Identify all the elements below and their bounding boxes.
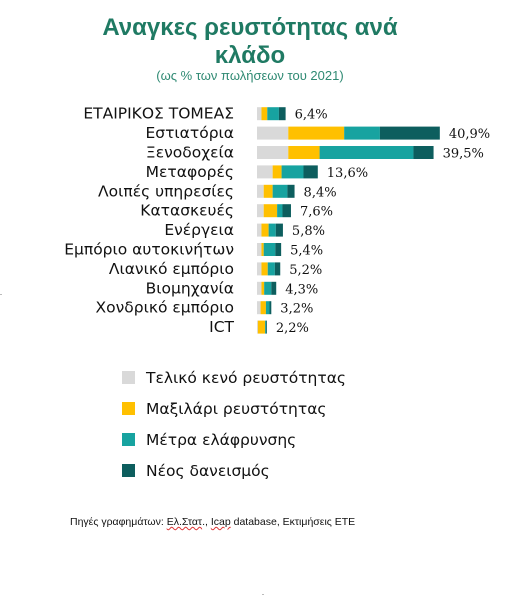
legend-swatch [122,402,135,415]
category-label: ΕΤΑΙΡΙΚΟΣ ΤΟΜΕΑΣ [83,105,234,123]
bar-segment-relief [268,223,276,237]
bar-segment-relief [281,165,304,179]
category-label: Λοιπές υπηρεσίες [98,182,234,200]
category-label: Χονδρικό εμπόριο [96,299,235,317]
bar-segment-gap [257,204,264,218]
source-note: Πηγές γραφημάτων: Ελ.Στατ., Icap databas… [70,516,355,528]
edge-mark-left [0,294,2,295]
bar-segment-newloans [275,223,283,237]
category-label: Λιανικό εμπόριο [109,260,234,278]
total-value-label: 13,6% [327,166,368,181]
bar-segment-newloans [275,243,282,256]
bar-segment-gap [257,184,264,198]
bar-segment-gap [257,165,273,179]
legend-swatch [122,464,135,477]
bar-segment-newloans [303,165,318,179]
total-value-label: 4,3% [285,282,318,297]
total-value-label: 39,5% [443,147,484,162]
category-label: Ενέργεια [164,221,234,239]
total-value-label: 8,4% [304,185,337,200]
source-elstat: Ελ.Στατ [166,516,203,528]
chart-title-line-1: Αναγκες ρευστότητας ανά [102,14,398,41]
chart-subtitle: (ως % των πωλήσεων του 2021) [156,68,344,83]
bar-segment-cushion [272,165,282,179]
total-value-label: 2,2% [276,321,309,336]
legend-item: Τελικό κενό ρευστότητας [122,362,346,393]
bar-segment-newloans [265,320,267,334]
bar-segment-relief [272,184,288,198]
bar-segment-relief [265,320,266,334]
legend-item: Μέτρα ελάφρυνσης [122,424,346,455]
category-label: Εμπόριο αυτοκινήτων [64,241,234,259]
category-label: Εστιατόρια [145,124,234,142]
bar-segment-gap [257,281,262,295]
chart-legend: Τελικό κενό ρευστότητας Μαξιλάρι ρευστότη… [122,362,346,486]
category-label: Μεταφορές [146,163,234,181]
bar-segment-cushion [257,320,266,334]
chart-title-line-2: κλάδο [214,42,286,69]
bar-segment-relief [263,243,276,256]
bar-segment-gap [257,146,289,159]
bar-segment-gap [257,223,262,237]
total-value-label: 5,8% [292,224,325,239]
legend-label: Τελικό κενό ρευστότητας [146,368,347,387]
legend-label: Μαξιλάρι ρευστότητας [146,399,327,418]
bar-segment-cushion [288,146,320,159]
bar-segment-newloans [282,204,291,218]
total-value-label: 40,9% [449,127,490,142]
bar-segment-cushion [261,262,268,276]
bar-segment-relief [319,146,414,159]
source-rest: database, Εκτιμήσεις ΕΤΕ [230,516,356,528]
category-label: ICT [209,318,234,336]
bar-segment-relief [265,301,270,315]
legend-swatch [122,371,135,384]
legend-swatch [122,433,135,446]
bar-segment-cushion [263,204,278,218]
source-icap: Icap [210,516,231,528]
total-value-label: 5,4% [290,244,323,259]
total-value-label: 5,2% [289,263,322,278]
bar-segment-gap [257,243,262,256]
total-value-label: 7,6% [300,205,333,220]
bar-segment-gap [257,126,289,140]
bar-segment-gap [257,262,262,276]
bar-segment-relief [344,126,380,140]
legend-label: Νέος δανεισμός [146,461,270,480]
total-value-label: 3,2% [280,302,313,317]
bar-segment-newloans [379,126,440,140]
bar-segment-newloans [269,301,272,315]
bar-segment-cushion [261,281,265,295]
bar-segment-cushion [288,126,345,140]
stacked-bar-chart: ΕΤΑΙΡΙΚΟΣ ΤΟΜΕΑΣ 6,4% Εστιατόρια 40,9% Ξενοδ… [64,105,490,336]
source-sep: ., [202,516,211,528]
total-value-label: 6,4% [295,108,328,123]
bar-segment-newloans [287,184,295,198]
bar-segment-newloans [278,107,286,121]
chart-title: Αναγκες ρευστότητας ανά κλάδο [0,14,500,70]
bar-segment-gap [257,320,258,334]
bar-segment-cushion [261,107,268,121]
bar-segment-cushion [263,184,273,198]
bar-segment-relief [267,262,275,276]
legend-item: Νέος δανεισμός [122,455,346,486]
bar-segment-relief [267,107,279,121]
category-label: Κατασκευές [140,202,234,220]
legend-label: Μέτρα ελάφρυνσης [146,430,297,449]
bar-segment-cushion [261,223,269,237]
bar-segment-newloans [274,262,281,276]
bar-segment-relief [264,281,272,295]
bar-segment-gap [257,107,262,121]
category-label: Ξενοδοχεία [146,144,234,162]
legend-item: Μαξιλάρι ρευστότητας [122,393,346,424]
category-label: Βιομηχανία [146,279,234,297]
edge-mark-bottom [262,594,264,595]
bar-segment-relief [277,204,283,218]
bar-segment-cushion [260,301,266,315]
bar-segment-newloans [271,281,277,295]
bar-segment-gap [257,301,261,315]
source-prefix: Πηγές γραφημάτων: [70,516,167,528]
bar-segment-newloans [413,146,434,159]
bar-segment-cushion [261,243,264,256]
